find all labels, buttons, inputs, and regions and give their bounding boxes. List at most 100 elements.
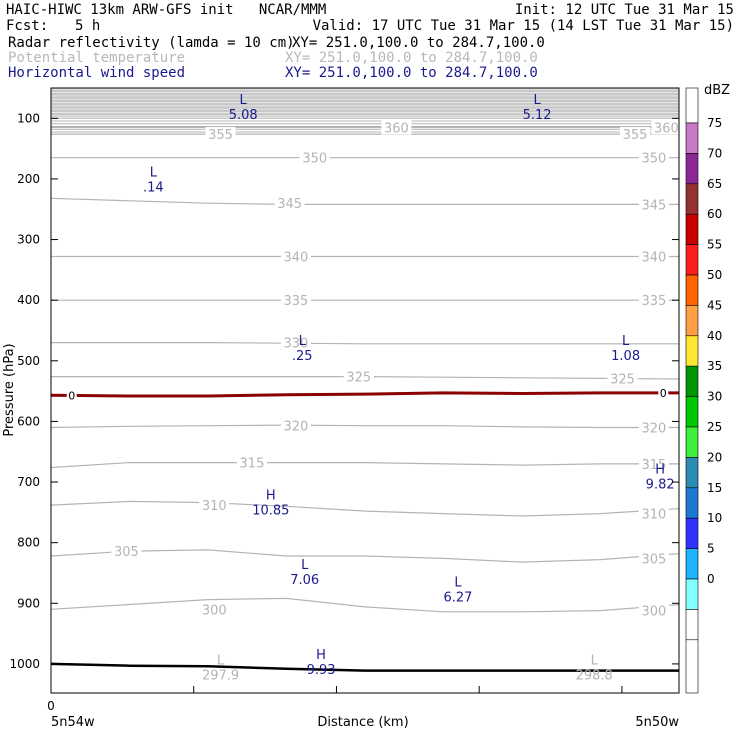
colorbar-label: 60 <box>707 207 722 221</box>
wind-extremum-type: H <box>266 488 276 503</box>
wind-extremum-value: 9.82 <box>646 477 675 492</box>
y-tick-label: 1000 <box>9 657 40 671</box>
colorbar-label: 65 <box>707 177 722 191</box>
theta-extremum-type: L <box>591 653 599 668</box>
theta-label-bg <box>638 420 669 435</box>
colorbar-segment <box>685 87 699 124</box>
theta-label-bg <box>280 249 311 264</box>
colorbar-label: 55 <box>707 238 722 252</box>
wind-extremum-value: 9.93 <box>307 663 336 678</box>
model-title: HAIC-HIWC 13km ARW-GFS init NCAR/MMM <box>6 2 327 18</box>
theta-contour-310 <box>50 500 680 517</box>
y-axis-label: Pressure (hPa) <box>2 343 17 436</box>
theta-contour-labels: 300 300 305 305 310 310 315 315 320 320 325 325 330 3… <box>111 120 682 620</box>
theta-label: 360 <box>384 121 409 136</box>
theta-label-bg <box>638 150 669 165</box>
theta-label-bg <box>638 293 669 308</box>
theta-label: 320 <box>641 421 666 436</box>
theta-label-bg <box>607 371 638 386</box>
theta-label: 330 <box>284 337 309 352</box>
theta-label-bg <box>280 293 311 308</box>
theta-contour-315 <box>50 462 679 469</box>
colorbar-segment <box>685 305 699 337</box>
y-tick-label: 700 <box>17 475 40 489</box>
theta-label-bg <box>638 249 669 264</box>
theta-label: 350 <box>641 152 666 167</box>
colorbar-segment <box>685 548 699 580</box>
theta-label-bg <box>299 150 330 165</box>
field-xy-wind: XY= 251.0,100.0 to 284.7,100.0 <box>285 65 538 81</box>
freezing-label-bg <box>66 389 77 402</box>
freezing-level-line <box>50 391 679 398</box>
y-tick-label: 400 <box>17 293 40 307</box>
theta-label: 315 <box>641 458 666 473</box>
colorbar-label: 20 <box>707 450 722 464</box>
theta-label: 305 <box>641 552 666 567</box>
wind-extremum-type: L <box>150 165 158 180</box>
colorbar-segment <box>685 153 699 185</box>
theta-contour-345 <box>50 197 679 205</box>
wind-extremum-value: 5.12 <box>523 108 552 123</box>
colorbar-segment <box>685 122 699 154</box>
y-tick-label: 900 <box>17 596 40 610</box>
wind-extremum-type: L <box>622 334 630 349</box>
y-tick-label: 600 <box>17 414 40 428</box>
wind-extremum-value: 6.27 <box>443 591 472 606</box>
colorbar-segment <box>685 365 699 397</box>
freezing-label: 0 <box>660 387 667 400</box>
colorbar-label: 70 <box>707 146 722 160</box>
colorbar-label: 15 <box>707 481 722 495</box>
theta-label-bg <box>381 120 412 135</box>
colorbar-label: 30 <box>707 390 722 404</box>
y-tick-label: 200 <box>17 172 40 186</box>
theta-label: 345 <box>277 197 302 212</box>
theta-label: 315 <box>240 457 265 472</box>
theta-label-bg <box>236 455 267 470</box>
colorbar-segment <box>685 183 699 215</box>
theta-label: 300 <box>202 603 227 618</box>
plot-frame <box>50 87 680 694</box>
theta-label: 350 <box>302 152 327 167</box>
theta-label-bg <box>638 197 669 212</box>
theta-label-bg <box>274 196 305 211</box>
theta-label: 300 <box>641 605 666 620</box>
theta-extremum-value: 298.8 <box>576 668 613 683</box>
wind-extremum-type: L <box>299 334 307 349</box>
wind-extremum-type: H <box>655 462 665 477</box>
theta-label-bg <box>651 120 682 135</box>
theta-label: 335 <box>284 294 309 309</box>
wind-extremum-type: L <box>533 93 541 108</box>
colorbar-segment <box>685 639 699 694</box>
colorbar-label: 10 <box>707 511 722 525</box>
y-tick-label: 500 <box>17 354 40 368</box>
field-name-theta: Potential temperature <box>8 50 186 66</box>
wind-extremum-type: H <box>316 648 326 663</box>
theta-label-bg <box>199 602 230 617</box>
theta-label-bg <box>620 127 651 142</box>
y-tick-label: 300 <box>17 233 40 247</box>
x-axis-label: Distance (km) <box>317 715 408 730</box>
colorbar-segment <box>685 609 699 641</box>
theta-contour-300 <box>50 597 680 613</box>
theta-extremum-value: 297.9 <box>202 668 239 683</box>
colorbar-segment <box>685 213 699 245</box>
colorbar-segment <box>685 396 699 428</box>
theta-contour-320 <box>50 424 679 429</box>
colorbar-label: 5 <box>707 542 715 556</box>
field-xy-theta: XY= 251.0,100.0 to 284.7,100.0 <box>285 50 538 66</box>
field-name-wind: Horizontal wind speed <box>8 65 186 81</box>
theta-label-bg <box>280 418 311 433</box>
theta-label: 325 <box>610 372 635 387</box>
axes: 100 200 300 400 500 600 700 800 900 1000 <box>9 111 679 693</box>
field-xy-reflectivity: XY= 251.0,100.0 to 284.7,100.0 <box>292 35 545 51</box>
theta-label: 340 <box>284 251 309 266</box>
colorbar-segment <box>685 517 699 549</box>
theta-label-bg <box>205 127 236 142</box>
theta-label-bg <box>638 506 669 521</box>
freezing-label-bg <box>658 386 669 399</box>
model-top-band <box>51 88 679 133</box>
theta-label-bg <box>280 335 311 350</box>
